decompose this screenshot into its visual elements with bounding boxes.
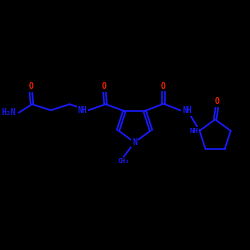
Text: O: O — [161, 82, 166, 91]
Text: H₂N: H₂N — [1, 108, 16, 117]
Text: O: O — [102, 82, 107, 91]
Text: NH: NH — [182, 106, 192, 115]
Text: NH: NH — [189, 128, 198, 134]
Text: O: O — [28, 82, 33, 91]
Text: O: O — [214, 98, 220, 106]
Text: N: N — [132, 138, 137, 147]
Text: NH: NH — [77, 106, 87, 115]
Text: CH₃: CH₃ — [118, 158, 130, 164]
